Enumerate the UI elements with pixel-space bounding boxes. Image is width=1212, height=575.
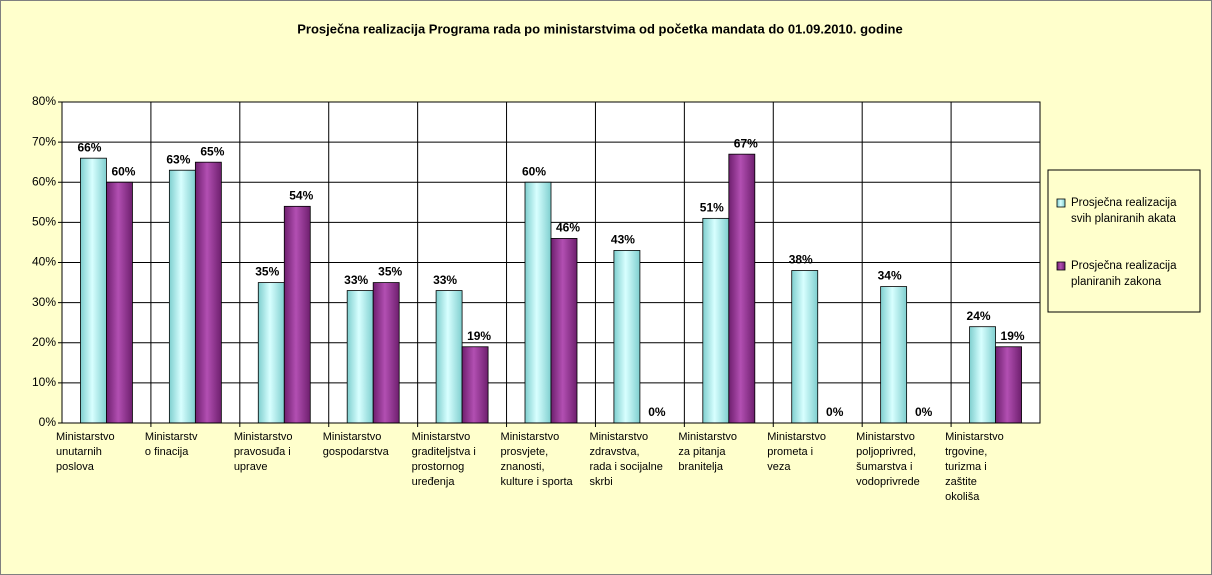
x-tick-label: Ministarstv [145, 431, 198, 443]
y-tick-label: 0% [39, 415, 57, 429]
bar [257, 282, 285, 424]
bar [461, 346, 489, 424]
x-tick-label: zaštite [945, 476, 977, 488]
bar [106, 181, 133, 424]
x-tick-label: Ministarstvo [945, 431, 1004, 443]
data-label: 66% [77, 140, 101, 154]
bar [80, 157, 107, 424]
x-tick-label: poslova [56, 461, 95, 473]
data-label: 51% [700, 201, 724, 215]
y-tick-label: 30% [32, 295, 56, 309]
data-label: 38% [789, 253, 813, 267]
legend-label: Prosječna realizacija svih planiranih ak… [1071, 197, 1180, 225]
x-tick-label: kulture i sporta [501, 476, 574, 488]
y-tick-label: 70% [32, 134, 56, 148]
bar [791, 270, 819, 424]
x-tick-label: pravosuđa i [234, 446, 291, 458]
data-label: 34% [878, 269, 902, 283]
x-tick-label: poljoprivred, [856, 446, 916, 458]
data-label: 54% [289, 188, 313, 202]
x-tick-label: veza [767, 461, 791, 473]
x-tick-label: skrbi [589, 476, 612, 488]
x-tick-label: Ministarstvo [589, 431, 648, 443]
data-label: 19% [1001, 329, 1025, 343]
x-tick-label: gospodarstva [323, 446, 390, 458]
bar [702, 217, 730, 424]
x-tick-label: Ministarstvo [678, 431, 737, 443]
data-label: 60% [111, 164, 135, 178]
y-tick-label: 20% [32, 335, 56, 349]
x-tick-label: turizma i [945, 461, 987, 473]
x-tick-label: uređenja [412, 476, 456, 488]
x-tick-label: unutarnih [56, 446, 102, 458]
x-tick-label: Ministarstvo [767, 431, 826, 443]
legend [1047, 169, 1201, 313]
data-label: 35% [378, 265, 402, 279]
data-label: 0% [648, 405, 666, 419]
bar [283, 205, 311, 424]
bar [168, 169, 196, 424]
x-tick-label: znanosti, [501, 461, 545, 473]
bar [346, 290, 374, 424]
bar [550, 238, 578, 424]
bar [969, 326, 996, 424]
data-label: 65% [200, 144, 224, 158]
x-tick-label: trgovine, [945, 446, 987, 458]
data-label: 67% [734, 136, 758, 150]
x-tick-label: prosvjete, [501, 446, 549, 458]
x-tick-label: Ministarstvo [323, 431, 382, 443]
bar [995, 346, 1022, 424]
legend-swatch [1056, 198, 1066, 208]
bar [194, 161, 222, 424]
legend-label: Prosječna realizacija planiranih zakona [1071, 260, 1180, 288]
x-tick-label: za pitanja [678, 446, 726, 458]
y-tick-label: 60% [32, 174, 56, 188]
data-label: 0% [826, 405, 844, 419]
data-label: 60% [522, 164, 546, 178]
bar [524, 181, 552, 424]
x-tick-label: uprave [234, 461, 268, 473]
x-tick-label: Ministarstvo [56, 431, 115, 443]
y-tick-label: 40% [32, 255, 56, 269]
x-tick-label: graditeljstva i [412, 446, 476, 458]
data-label: 19% [467, 329, 491, 343]
data-label: 33% [344, 273, 368, 287]
bar [880, 286, 908, 424]
data-label: 33% [433, 273, 457, 287]
x-tick-label: prometa i [767, 446, 813, 458]
x-tick-label: prostornog [412, 461, 465, 473]
data-label: 63% [166, 152, 190, 166]
data-label: 43% [611, 233, 635, 247]
x-tick-label: šumarstva i [856, 461, 912, 473]
y-tick-label: 10% [32, 375, 56, 389]
x-tick-label: branitelja [678, 461, 724, 473]
bar [728, 153, 756, 424]
bar [435, 290, 463, 424]
x-tick-label: Ministarstvo [501, 431, 560, 443]
x-tick-label: vodoprivrede [856, 476, 920, 488]
data-label: 24% [967, 309, 991, 323]
bar [613, 250, 641, 424]
data-label: 35% [255, 265, 279, 279]
y-tick-label: 50% [32, 215, 56, 229]
chart-title: Prosječna realizacija Programa rada po m… [297, 21, 902, 36]
y-tick-label: 80% [32, 94, 56, 108]
x-tick-label: zdravstva, [589, 446, 639, 458]
x-tick-label: o finacija [145, 446, 189, 458]
x-tick-label: Ministarstvo [412, 431, 471, 443]
legend-swatch [1056, 261, 1066, 271]
x-tick-label: Ministarstvo [856, 431, 915, 443]
data-label: 0% [915, 405, 933, 419]
data-label: 46% [556, 221, 580, 235]
bar [372, 282, 400, 424]
x-tick-label: Ministarstvo [234, 431, 293, 443]
x-tick-label: rada i socijalne [589, 461, 662, 473]
x-tick-label: okoliša [945, 491, 980, 503]
